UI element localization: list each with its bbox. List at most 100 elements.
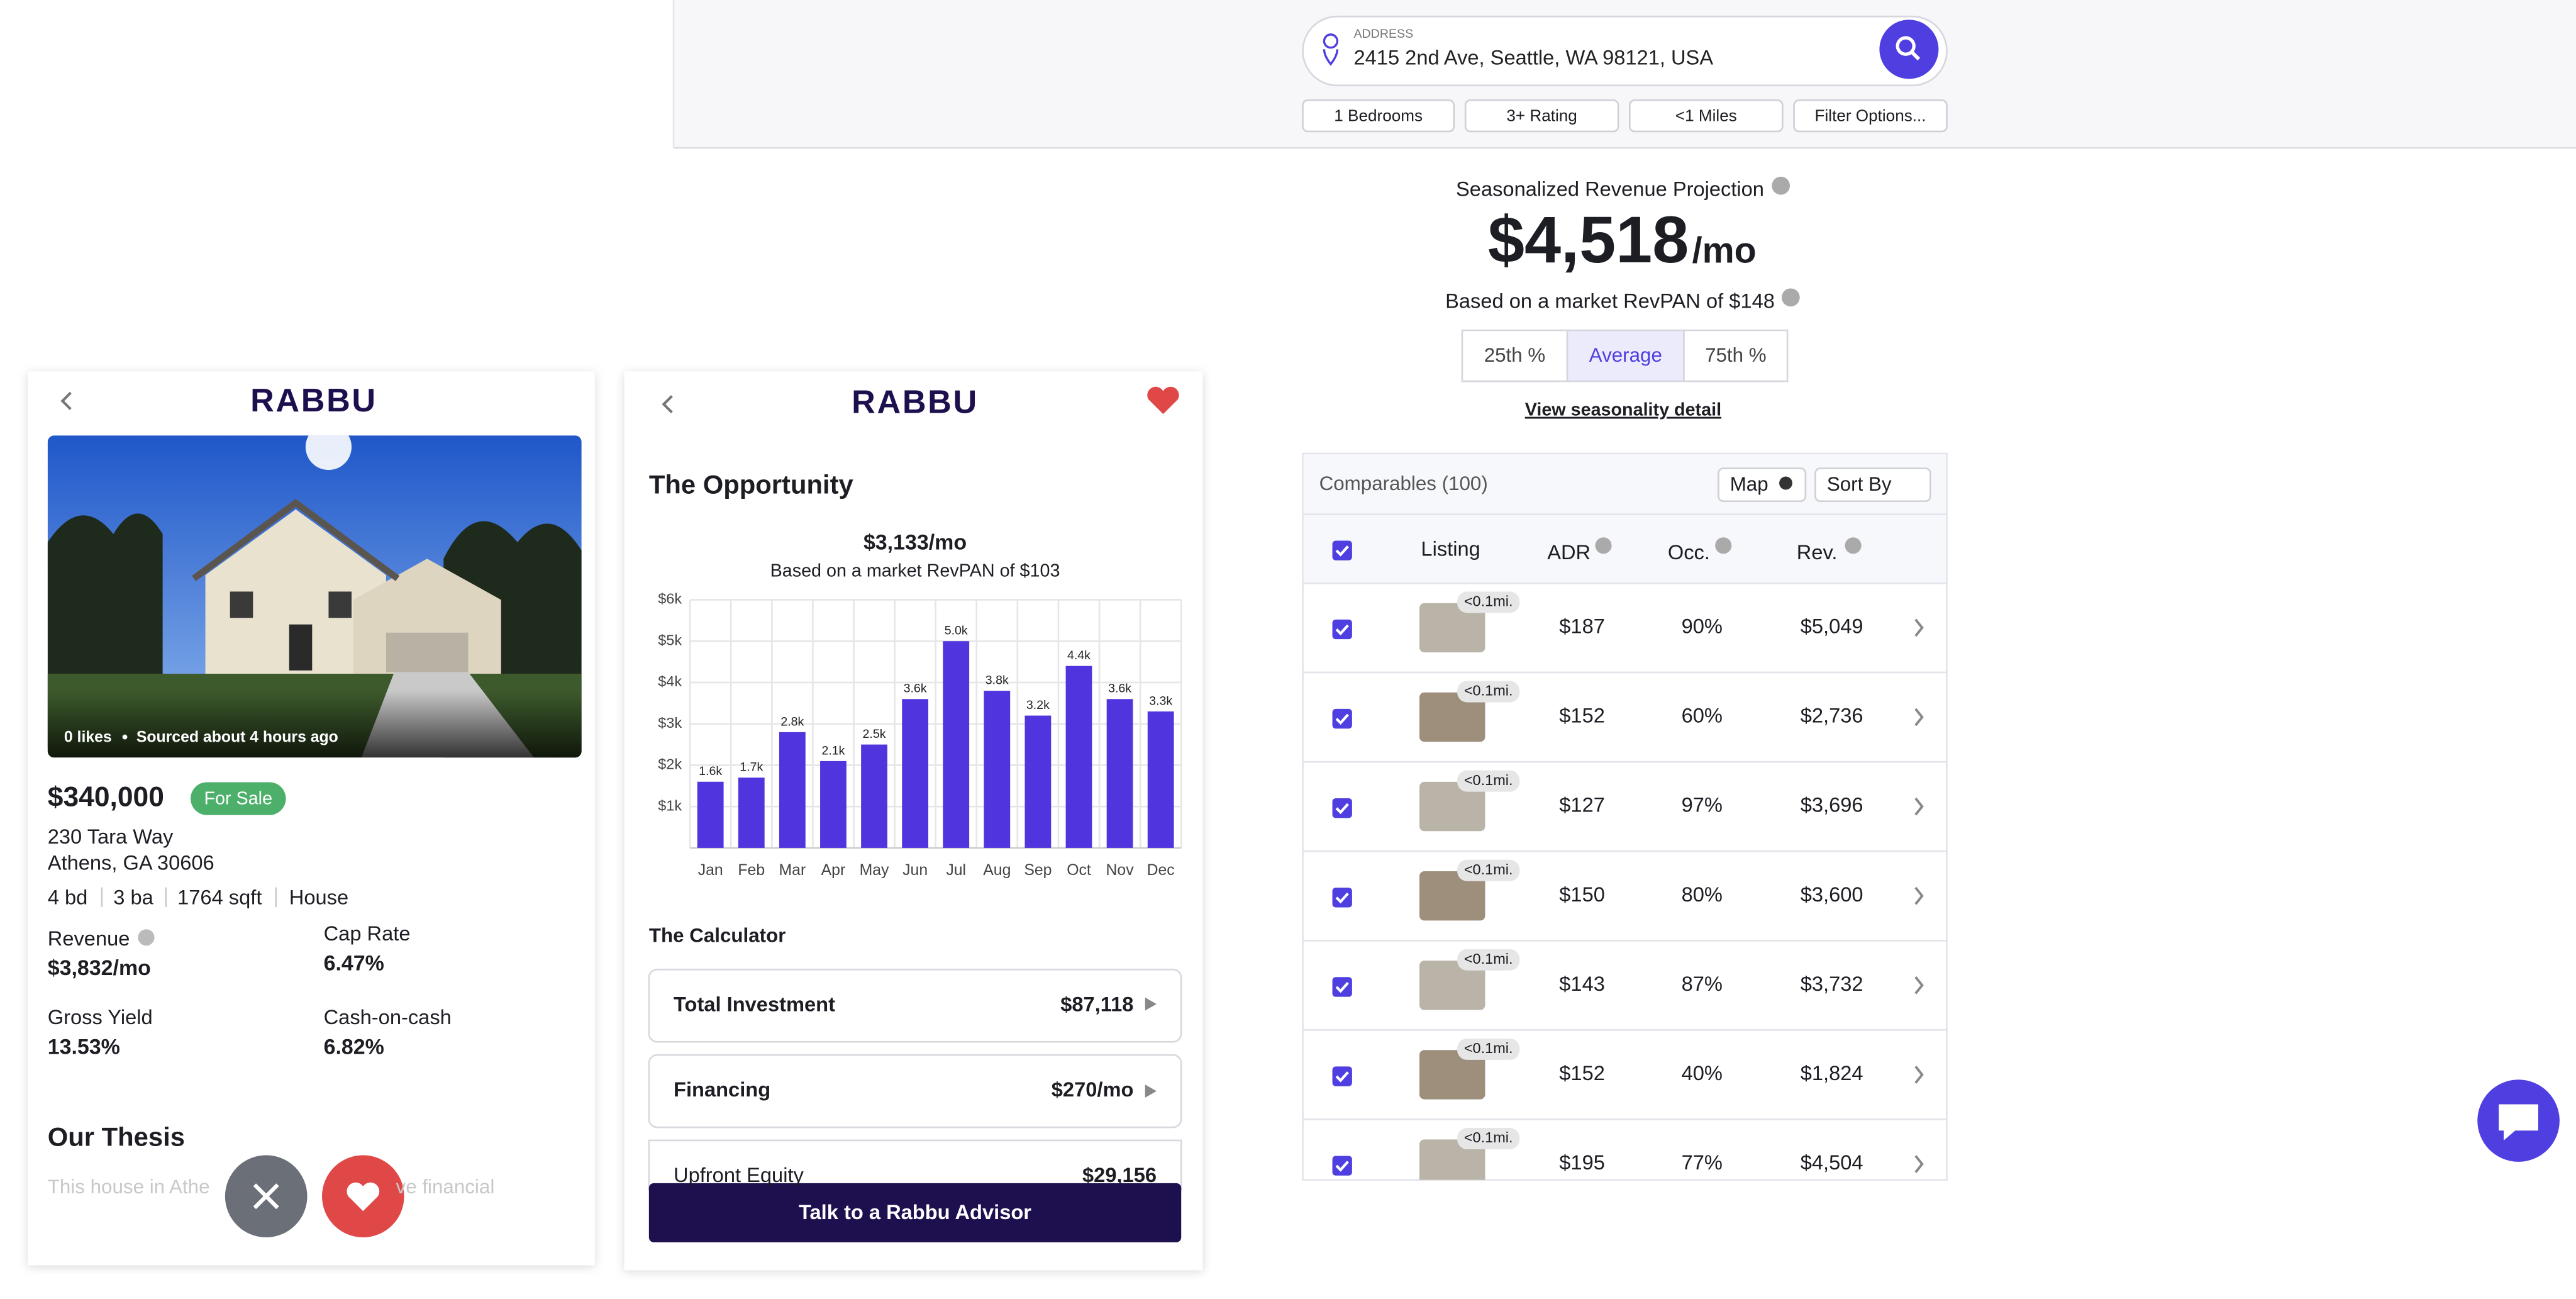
checkmark [1335, 1161, 1349, 1172]
source: Sourced about 4 hours ago [136, 728, 338, 745]
row-chevron[interactable] [1914, 797, 1924, 816]
revenue-chart: $1k $2k $3k $4k $5k $6k Jan 1.6k Feb 1.7k Mar 2.8k A… [658, 591, 1182, 879]
info-icon[interactable] [1772, 176, 1790, 195]
percentile-option[interactable] [1461, 329, 1568, 382]
value-label: 3.8k [985, 674, 1009, 688]
checkbox[interactable] [1332, 619, 1352, 640]
search-box[interactable] [1302, 15, 1948, 87]
projection-subtitle: Based on a market RevPAN of $148 [1445, 289, 1775, 312]
comparables-rows: <0.1mi. $187 90% $5,049 <0.1mi. $152 60% $2,736… [1302, 591, 1947, 1188]
listing-thumbnail[interactable] [1419, 1139, 1485, 1188]
percentile-option[interactable] [1566, 329, 1685, 382]
opportunity-subtitle: Based on a market RevPAN of $103 [770, 561, 1060, 581]
listing-thumbnail[interactable] [1419, 961, 1485, 1010]
checkbox[interactable] [1332, 708, 1352, 729]
info-icon[interactable] [138, 929, 155, 946]
distance-pill [1457, 1128, 1520, 1150]
row-chevron[interactable] [1914, 1066, 1924, 1084]
distance-pill [1457, 949, 1520, 971]
distance: <0.1mi. [1464, 772, 1513, 788]
checkmark [1335, 713, 1349, 725]
bullet [122, 734, 128, 740]
listing-thumbnail[interactable] [1419, 781, 1485, 832]
column-header: Listing [1421, 537, 1480, 560]
bar [902, 699, 929, 848]
action-buttons [225, 1155, 404, 1238]
map-button[interactable] [1718, 467, 1807, 503]
y-tick-label: $4k [658, 673, 682, 689]
checkbox[interactable] [1332, 1066, 1352, 1086]
row-chevron[interactable] [1914, 1155, 1924, 1173]
value-label: 1.6k [699, 764, 722, 778]
value-label: 3.3k [1149, 694, 1172, 708]
pin-icon [1323, 33, 1339, 66]
calc-label: Financing [674, 1078, 770, 1101]
address: 2415 2nd Ave, Seattle, WA 98121, USA [1353, 46, 1713, 69]
map-pin [1779, 476, 1792, 490]
percentile-option[interactable] [1683, 329, 1789, 382]
checkbox[interactable] [1332, 540, 1352, 560]
detail: 3 ba [113, 886, 153, 909]
value-label: 3.6k [904, 682, 927, 696]
row-chevron[interactable] [1914, 976, 1924, 995]
x-tick-label: Apr [821, 862, 846, 879]
distance-pill [1457, 770, 1520, 792]
filter-button[interactable] [1302, 99, 1455, 133]
occupancy: 60% [1682, 704, 1723, 727]
search-button[interactable] [1879, 20, 1939, 79]
checkbox[interactable] [1332, 798, 1352, 818]
listing-thumbnail[interactable] [1419, 1050, 1485, 1100]
x-tick-label: May [860, 862, 889, 879]
revenue: $2,736 [1801, 704, 1863, 727]
calc-label: Upfront Equity [674, 1163, 804, 1186]
detail: 1764 sqft [177, 886, 262, 909]
checkmark [1335, 892, 1349, 904]
revenue: $4,504 [1801, 1151, 1863, 1174]
revenue: $3,600 [1801, 883, 1863, 906]
listing-thumbnail[interactable] [1419, 692, 1485, 742]
calc-row[interactable] [648, 1054, 1182, 1129]
info-icon[interactable] [1845, 537, 1862, 554]
y-tick-label: $2k [658, 756, 682, 772]
cta-label[interactable]: Talk to a Rabbu Advisor [799, 1200, 1031, 1224]
adr: $127 [1559, 793, 1605, 817]
row-chevron[interactable] [1914, 886, 1924, 905]
info-icon[interactable] [1781, 288, 1800, 307]
status-pill [191, 782, 286, 815]
price: $340,000 [48, 781, 164, 812]
listing-thumbnail[interactable] [1419, 603, 1485, 653]
listing-photo [47, 435, 582, 758]
x-tick-label: Mar [779, 862, 806, 879]
filter-button[interactable] [1464, 99, 1619, 133]
value-label: 1.7k [740, 761, 763, 774]
back-button[interactable] [662, 395, 673, 414]
listing-thumbnail[interactable] [1419, 871, 1485, 921]
favorite-button[interactable] [1147, 386, 1179, 415]
info-icon[interactable] [1715, 537, 1732, 554]
row-chevron[interactable] [1914, 708, 1924, 727]
info-icon[interactable] [1595, 537, 1612, 554]
filter-button[interactable] [1629, 99, 1784, 133]
x-tick-label: Jul [946, 862, 966, 879]
value-label: 2.5k [863, 727, 886, 741]
calc-value: $87,118 [1060, 992, 1133, 1015]
revenue: $1,824 [1801, 1061, 1863, 1084]
checkbox[interactable] [1332, 1156, 1352, 1176]
projection-amount: $4,518 [1488, 203, 1689, 277]
adr: $143 [1559, 972, 1605, 995]
filter-button[interactable] [1793, 99, 1948, 133]
city: Athens, GA 30606 [48, 851, 214, 874]
seasonality-link[interactable]: View seasonality detail [1525, 400, 1721, 420]
sort-button[interactable] [1814, 467, 1931, 503]
thesis-title: Our Thesis [48, 1122, 185, 1151]
back-button[interactable] [60, 391, 72, 410]
row-chevron[interactable] [1914, 618, 1924, 637]
bar [779, 732, 806, 848]
metric-label: Cash-on-cash [324, 1005, 452, 1029]
checkbox[interactable] [1332, 888, 1352, 908]
cta-button[interactable] [648, 1183, 1182, 1242]
distance: <0.1mi. [1464, 593, 1513, 610]
checkbox[interactable] [1332, 977, 1352, 997]
calc-row[interactable] [648, 968, 1182, 1043]
